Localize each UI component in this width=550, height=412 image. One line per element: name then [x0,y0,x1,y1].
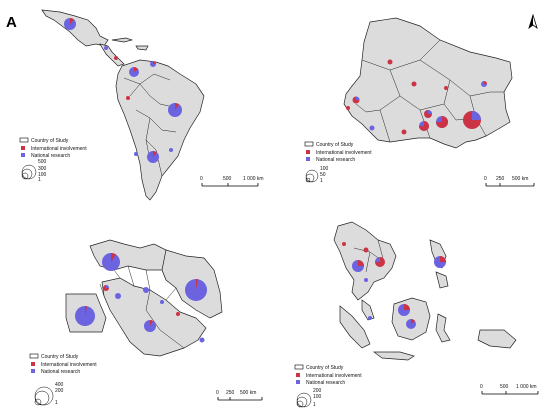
scale-wa-250: 250 [496,176,505,182]
pie-cambodia [364,278,368,282]
north-arrow-icon [528,14,538,29]
legend-international-me: International involvement [41,362,97,368]
pie-oman [199,337,205,343]
size-label-me-2: 200 [55,388,64,394]
pie-jordan [115,293,121,299]
scale-la-0: 0 [200,176,203,182]
pie-turkey [102,252,120,271]
size-label-sea-3: 1 [313,402,316,408]
legend-international-wa: International involvement [316,150,372,156]
size-label-la-4: 1 [38,177,41,183]
legend-national-me: National research [41,369,80,375]
legend-country-me: Country of Study [41,354,79,360]
pie-chad-north [444,86,448,90]
size-label-me-1: 400 [55,382,64,388]
pie-kuwait [160,300,164,304]
pie-benin [436,116,448,128]
pie-myanmar [342,242,346,246]
pie-guinea-bissau [346,106,350,110]
size-label-la-3: 100 [38,172,47,178]
pie-indonesia [406,319,416,329]
southeast-asia-map: Country of Study International involveme… [294,221,539,408]
panel-letter: A [6,14,17,31]
scale-la-500: 500 [223,176,232,182]
legend-national-wa: National research [316,157,355,163]
pie-senegal [352,96,360,104]
size-label-me-3: 1 [55,400,58,406]
scale-wa-0: 0 [484,176,487,182]
pie-colombia [129,67,139,77]
pie-lebanon [103,285,109,291]
size-label-sea-1: 200 [313,388,322,394]
pie-borneo [398,304,410,316]
pie-mali [411,81,417,87]
size-label-wa-2: 50 [320,172,326,178]
pie-saudi [144,320,156,332]
legend-national-sea: National research [306,380,345,386]
scale-sea-500: 500 [500,384,509,390]
pie-cote-divoire [401,129,407,135]
scale-wa-500: 500 km [512,176,528,182]
legend-country-la: Country of Study [31,138,69,144]
pie-iraq [143,287,149,293]
pie-mexico [64,17,76,30]
size-label-la-1: 500 [38,159,47,165]
west-africa-map: Country of Study International involveme… [304,17,535,187]
pie-philippines [434,256,446,268]
legend-country-wa: Country of Study [316,142,354,148]
pie-central-america [104,46,118,60]
pie-brazil [168,103,182,117]
pie-egypt [75,306,95,326]
legend-national-la: National research [31,153,70,159]
pie-nigeria [463,111,481,129]
pie-niger [481,81,487,87]
pie-guinea [369,125,375,131]
pie-uruguay [169,148,173,152]
scale-sea-0: 0 [480,384,483,390]
pie-qatar [176,312,180,316]
pie-ghana [419,121,429,131]
pie-vietnam [363,247,369,253]
size-label-wa-1: 100 [320,166,329,172]
scale-la-1000: 1 000 km [243,176,264,182]
latin-america-map: Country of Study International involveme… [19,9,264,201]
pie-malaysia [368,316,372,320]
pie-thailand [352,260,364,272]
pie-argentina [147,150,159,163]
legend-international-la: International involvement [31,146,87,152]
scale-me-250: 250 [226,390,235,396]
scale-me-500: 500 km [240,390,256,396]
scale-sea-1000: 1 000 km [516,384,537,390]
scale-me-0: 0 [216,390,219,396]
pie-laos [375,257,385,267]
size-label-la-2: 300 [38,166,47,172]
size-label-wa-3: 1 [320,178,323,184]
legend-international-sea: International involvement [306,373,362,379]
pie-mauritania [387,59,393,65]
legend-country-sea: Country of Study [306,365,344,371]
size-label-sea-2: 100 [313,394,322,400]
pie-venezuela [150,61,156,67]
pie-burkina [424,110,432,118]
pie-chile [134,152,138,156]
pie-iran [185,279,207,301]
pie-peru [126,96,130,100]
middle-east-map: Country of Study International involveme… [29,239,263,406]
